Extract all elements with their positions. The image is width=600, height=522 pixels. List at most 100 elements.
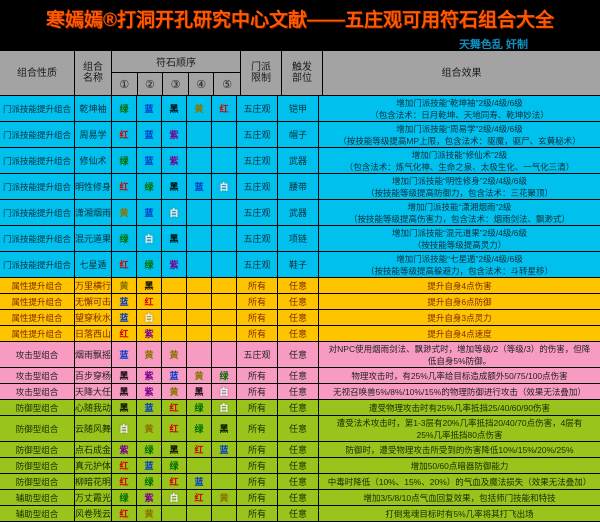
combo-category: 防御型组合 (0, 416, 75, 441)
combo-category: 防御型组合 (0, 400, 75, 415)
rune-4 (186, 278, 212, 293)
rune-5: 黄 (211, 490, 237, 505)
school-restriction: 所有 (236, 326, 278, 341)
rune-4 (186, 122, 212, 147)
rune-5: 蓝 (211, 442, 237, 457)
rune-4 (186, 342, 212, 367)
table-row: 防御型组合 云随风舞 白 黄 红 绿 黑 所有 任意 遭受法术攻击时，第1-3层… (0, 416, 600, 442)
combo-name: 心随我动 (74, 400, 112, 415)
rune-5 (211, 458, 237, 473)
combo-effect: 增加门派技能“周易学”2级/4级/6级 （按技能等级提高MP上限，包含法术：驱魔，… (318, 122, 600, 147)
combo-effect-line: 提升自身4点伤害 (427, 280, 492, 291)
rune-1: 黑 (111, 384, 137, 399)
combo-category: 属性提升组合 (0, 326, 75, 341)
trigger-slot: 铠甲 (277, 96, 319, 121)
combo-effect-line: 25%几率抵挡80点伤害 (416, 429, 503, 440)
rune-4 (186, 252, 212, 277)
table-row: 辅助型组合 风卷残云 红 黄 所有 任意 打倒鬼魂目标时有5%几率将其打飞出场 (0, 506, 600, 522)
circle-1: ① (112, 73, 138, 95)
combo-effect-line: （按技能等级提高躲避力，包含法术：斗转星移） (365, 265, 553, 276)
rune-2: 蓝 (136, 122, 162, 147)
rune-3: 绿 (161, 458, 187, 473)
school-restriction: 五庄观 (236, 148, 278, 173)
table-row: 属性提升组合 日落西山 红 紫 所有 任意 提升自身4点速度 (0, 326, 600, 342)
rune-1: 黑 (111, 368, 137, 383)
trigger-slot: 任意 (277, 326, 319, 341)
combo-effect-line: 增加门派技能“乾坤袖”2级/4级/6级 (396, 97, 523, 108)
combo-name: 万丈霞光 (74, 490, 112, 505)
rune-5: 白 (211, 174, 237, 199)
rune-4 (186, 294, 212, 309)
rune-1: 绿 (111, 148, 137, 173)
combo-effect-line: 低自身5%防御。 (427, 355, 492, 366)
combo-effect-line: 无视召唤兽5%/8%/10%/15%的物理防御进行攻击（效果无法叠加） (333, 386, 586, 397)
combo-effect-line: （包含法术：炼气化神、生命之泉、太极生化、一气化三清） (344, 161, 575, 172)
rune-3 (161, 278, 187, 293)
rune-1: 蓝 (111, 310, 137, 325)
table-row: 攻击型组合 烟雨飘摇 蓝 黄 黄 五庄观 任意 对NPC使用烟雨剑法、飘渺式时，… (0, 342, 600, 368)
header-slot: 触发 部位 (281, 51, 323, 95)
table-row: 攻击型组合 百步穿杨 黑 紫 蓝 黄 绿 所有 任意 物理攻击时，有25%几率给… (0, 368, 600, 384)
combo-name: 无懈可击 (74, 294, 112, 309)
combo-name: 百步穿杨 (74, 368, 112, 383)
rune-1: 红 (111, 474, 137, 489)
combo-effect: 提升自身3点灵力 (318, 310, 600, 325)
rune-1: 红 (111, 252, 137, 277)
page: 寒嫣嫣®打洞开孔研究中心文献——五庄观可用符石组合大全 天舞色乱 奸制 组合性质… (0, 5, 600, 522)
table-row: 属性提升组合 无懈可击 蓝 红 所有 任意 提升自身6点防御 (0, 294, 600, 310)
rune-1: 红 (111, 122, 137, 147)
trigger-slot: 任意 (277, 474, 319, 489)
rune-5 (211, 294, 237, 309)
combo-category: 攻击型组合 (0, 384, 75, 399)
rune-5 (211, 506, 237, 521)
combo-category: 门派技能提升组合 (0, 122, 75, 147)
header-rune-order: 符石顺序 ① ② ③ ④ ⑤ (111, 51, 241, 95)
rune-4: 蓝 (186, 474, 212, 489)
rune-1: 紫 (111, 442, 137, 457)
rune-3: 蓝 (161, 368, 187, 383)
rune-1: 绿 (111, 96, 137, 121)
combo-effect-line: 打倒鬼魂目标时有5%几率将其打飞出场 (385, 508, 534, 519)
rune-4: 蓝 (186, 174, 212, 199)
combo-name: 周易学 (74, 122, 112, 147)
combo-effect: 防御时，遭受物理攻击所受到的伤害降低10%/15%/20%/25% (318, 442, 600, 457)
rune-3 (161, 310, 187, 325)
combo-effect: 增加3/5/8/10点气血回复效果，包括师门技能和特技 (318, 490, 600, 505)
combo-category: 门派技能提升组合 (0, 200, 75, 225)
rune-1: 蓝 (111, 294, 137, 309)
rune-1: 红 (111, 458, 137, 473)
page-title: 寒嫣嫣®打洞开孔研究中心文献——五庄观可用符石组合大全 (45, 10, 554, 31)
combo-effect-line: 提升自身4点速度 (427, 328, 492, 339)
combo-effect: 提升自身4点速度 (318, 326, 600, 341)
rune-2: 蓝 (136, 200, 162, 225)
rune-2: 绿 (136, 174, 162, 199)
rune-2: 蓝 (136, 458, 162, 473)
school-restriction: 所有 (236, 416, 278, 441)
rune-3 (161, 506, 187, 521)
combo-effect-line: 增加门派技能“潇湘烟雨”2级 (407, 201, 512, 212)
trigger-slot: 腰带 (277, 174, 319, 199)
rune-2: 紫 (136, 384, 162, 399)
combo-effect-line: 物理攻击时，有25%几率给目标造成额外50/75/100点伤害 (351, 370, 568, 381)
school-restriction: 所有 (236, 310, 278, 325)
trigger-slot: 任意 (277, 342, 319, 367)
combo-effect: 对NPC使用烟雨剑法、飘渺式时，增加等级/2（等级/3）的伤害，但降 低自身5%防… (318, 342, 600, 367)
trigger-slot: 武器 (277, 148, 319, 173)
rune-1: 蓝 (111, 342, 137, 367)
rune-2: 黄 (136, 416, 162, 441)
combo-name: 天降大任 (74, 384, 112, 399)
rune-2: 紫 (136, 490, 162, 505)
table-row: 攻击型组合 天降大任 黑 紫 黄 黑 白 所有 任意 无视召唤兽5%/8%/10… (0, 384, 600, 400)
rune-2: 黄 (136, 506, 162, 521)
table-row: 门派技能提升组合 周易学 红 蓝 紫 五庄观 帽子 增加门派技能“周易学”2级/… (0, 122, 600, 148)
school-restriction: 所有 (236, 458, 278, 473)
rune-3: 红 (161, 474, 187, 489)
rune-4 (186, 226, 212, 251)
header-rune-circles: ① ② ③ ④ ⑤ (112, 73, 240, 95)
rune-2: 绿 (136, 442, 162, 457)
combo-effect: 物理攻击时，有25%几率给目标造成额外50/75/100点伤害 (318, 368, 600, 383)
trigger-slot: 任意 (277, 384, 319, 399)
rune-2: 红 (136, 294, 162, 309)
rune-4 (186, 148, 212, 173)
combo-effect: 增加门派技能“明性修身”2级/4级/6级 （按技能等级提高防御力，包含法术：三花聚… (318, 174, 600, 199)
